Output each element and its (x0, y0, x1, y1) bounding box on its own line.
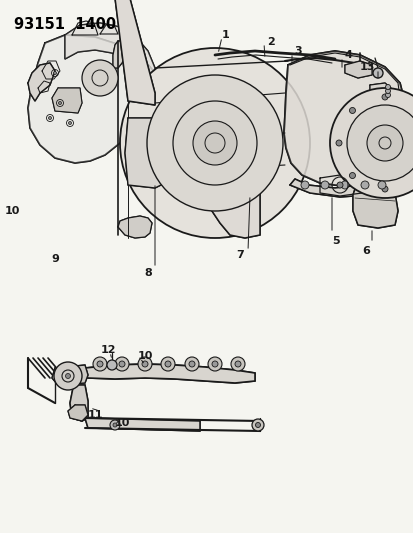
Circle shape (119, 361, 125, 367)
Circle shape (53, 71, 56, 75)
Polygon shape (70, 385, 88, 421)
Circle shape (349, 173, 355, 179)
Polygon shape (65, 23, 154, 86)
Text: 2: 2 (266, 37, 274, 47)
Circle shape (147, 75, 282, 211)
Polygon shape (125, 118, 168, 188)
Circle shape (381, 94, 387, 100)
Polygon shape (28, 63, 55, 101)
Circle shape (82, 60, 118, 96)
Circle shape (58, 101, 62, 104)
Text: 4: 4 (344, 50, 352, 60)
Circle shape (336, 182, 342, 188)
Text: 5: 5 (331, 236, 339, 246)
Circle shape (173, 101, 256, 185)
Circle shape (335, 140, 341, 146)
Circle shape (385, 88, 389, 93)
Polygon shape (42, 0, 154, 105)
Polygon shape (344, 61, 371, 78)
Polygon shape (369, 83, 391, 98)
Circle shape (97, 361, 103, 367)
Circle shape (349, 108, 355, 114)
Polygon shape (283, 51, 404, 186)
Circle shape (110, 420, 120, 430)
Text: 1: 1 (221, 30, 229, 40)
Text: 6: 6 (361, 246, 369, 256)
Circle shape (192, 121, 236, 165)
Circle shape (185, 357, 199, 371)
Circle shape (207, 357, 221, 371)
Polygon shape (352, 189, 397, 228)
Circle shape (385, 93, 389, 98)
Polygon shape (52, 365, 88, 385)
Circle shape (65, 374, 70, 378)
Polygon shape (68, 405, 88, 421)
Circle shape (138, 357, 152, 371)
Circle shape (329, 88, 413, 198)
Circle shape (385, 85, 389, 90)
Circle shape (340, 181, 348, 189)
Circle shape (372, 68, 382, 78)
Circle shape (300, 181, 308, 189)
Polygon shape (218, 105, 244, 123)
Circle shape (120, 48, 309, 238)
Circle shape (377, 181, 385, 189)
Text: 10: 10 (114, 418, 129, 428)
Polygon shape (52, 88, 82, 113)
Text: 13: 13 (359, 62, 375, 72)
Polygon shape (199, 183, 259, 238)
Circle shape (115, 357, 129, 371)
Text: 3: 3 (293, 46, 301, 56)
Polygon shape (118, 216, 152, 238)
Text: 10: 10 (137, 351, 152, 361)
Circle shape (366, 125, 402, 161)
Text: 12: 12 (100, 345, 116, 355)
Polygon shape (83, 364, 254, 383)
Circle shape (54, 362, 82, 390)
Polygon shape (70, 415, 199, 431)
Circle shape (360, 181, 368, 189)
Circle shape (189, 361, 195, 367)
Text: 93151  1400: 93151 1400 (14, 17, 116, 32)
Circle shape (230, 357, 244, 371)
Circle shape (48, 117, 51, 119)
Text: 7: 7 (235, 250, 243, 260)
Polygon shape (113, 41, 128, 68)
Circle shape (107, 360, 117, 370)
Polygon shape (289, 173, 394, 197)
Circle shape (211, 361, 218, 367)
Circle shape (252, 419, 263, 431)
Circle shape (346, 105, 413, 181)
Circle shape (113, 423, 117, 427)
Circle shape (68, 122, 71, 125)
Circle shape (93, 357, 107, 371)
Circle shape (320, 181, 328, 189)
Circle shape (142, 361, 147, 367)
Circle shape (255, 423, 260, 427)
Circle shape (165, 361, 171, 367)
Text: 8: 8 (144, 268, 152, 278)
Circle shape (235, 361, 240, 367)
Text: 9: 9 (51, 254, 59, 264)
Circle shape (161, 357, 175, 371)
Text: 11: 11 (87, 410, 102, 420)
Polygon shape (28, 35, 154, 163)
Circle shape (381, 186, 387, 192)
Text: 10: 10 (5, 206, 20, 216)
